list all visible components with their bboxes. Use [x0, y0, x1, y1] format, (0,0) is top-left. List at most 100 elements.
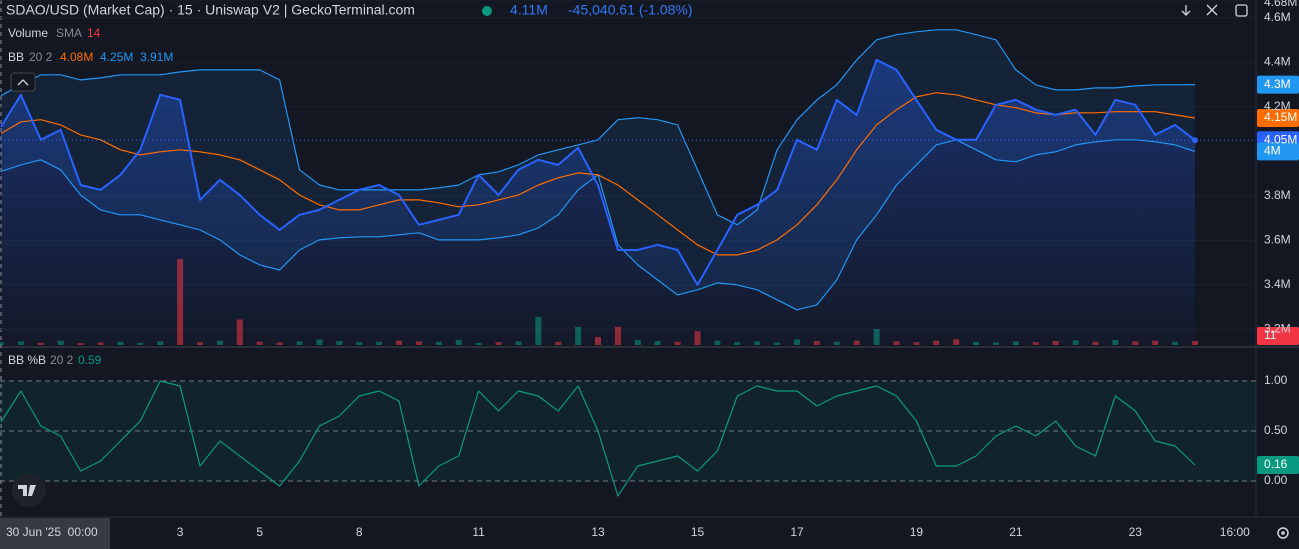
volume-bar — [1192, 340, 1198, 345]
volume-bar — [475, 342, 482, 345]
volume-bar — [117, 341, 124, 345]
button-frame[interactable] — [10, 72, 36, 92]
gear-center — [1281, 531, 1285, 535]
volume-bar — [535, 316, 542, 345]
volume-bar — [336, 340, 343, 345]
volume-bar — [1072, 340, 1079, 345]
volume-bar — [953, 339, 960, 345]
volume-bar — [455, 339, 462, 345]
series-line — [0, 380, 1196, 497]
y-tick-label: 0.50 — [1264, 423, 1288, 437]
y-tick-label: 3.2M — [1264, 322, 1291, 336]
volume-bar — [1012, 341, 1019, 345]
crosshair-time-label: 30 Jun '25 00:00 — [6, 525, 98, 539]
y-tick-label: 4.6M — [1264, 10, 1291, 24]
band-fill — [0, 381, 1256, 481]
volume-bar — [754, 341, 761, 345]
last-price-dot — [1192, 137, 1198, 144]
pane-buttons[interactable] — [1181, 4, 1248, 17]
x-tick-label: 5 — [256, 525, 263, 539]
gear-icon[interactable] — [1277, 527, 1289, 539]
volume-bar — [1032, 342, 1039, 345]
volume-bar — [0, 342, 4, 345]
tv-logo — [12, 473, 46, 507]
move-down-icon[interactable] — [1181, 5, 1191, 16]
volume-bar — [197, 342, 203, 345]
volume-ma: SMA — [56, 26, 82, 40]
volume-bar — [634, 339, 641, 345]
volume-bar — [236, 319, 243, 345]
crosshair-time: 30 Jun '25 00:00 — [0, 518, 110, 549]
last-value-box — [1257, 75, 1299, 94]
volume-bar — [495, 342, 502, 345]
header-price: 4.11M — [510, 2, 548, 18]
chevron-icon — [17, 79, 29, 86]
y-tick-label: 3.4M — [1264, 277, 1291, 291]
labels: SDAO/USD (Market Cap) · 15 · Uniswap V2 … — [6, 0, 1297, 539]
bb-params: 20 2 — [29, 50, 53, 64]
y-tick-label: 4.4M — [1264, 54, 1291, 68]
x-tick-label: 19 — [910, 525, 924, 539]
volume-bar — [356, 342, 363, 345]
volume-bar — [973, 341, 980, 345]
volume-bar — [893, 341, 900, 345]
volume-bar — [595, 336, 601, 345]
settings-button[interactable] — [1277, 527, 1289, 539]
volume-bar — [177, 259, 184, 345]
last-value-label: 4M — [1264, 144, 1281, 158]
volume-bar — [1112, 339, 1119, 345]
pctb-value: 0.59 — [78, 353, 102, 367]
volume-bar — [913, 342, 920, 345]
series-line — [0, 29, 1196, 226]
collapse-button[interactable] — [10, 72, 36, 92]
volume-bar — [873, 328, 880, 345]
logo-mark — [18, 485, 36, 496]
volume-bar — [435, 341, 442, 345]
series-line — [0, 58, 1196, 286]
volume-ma-length: 14 — [87, 26, 101, 40]
maximize-icon[interactable] — [1235, 4, 1248, 17]
y-tick-label: 4.2M — [1264, 99, 1291, 113]
x-tick-label: 15 — [691, 525, 705, 539]
pctb-params: 20 2 — [50, 353, 74, 367]
volume-bar — [734, 342, 741, 345]
x-tick-label: 8 — [356, 525, 363, 539]
volume-bar — [654, 340, 661, 345]
volume-bar — [137, 342, 144, 345]
status-dot — [482, 6, 492, 16]
volume-bar — [316, 339, 323, 345]
volume-bar — [276, 342, 283, 345]
bb-lower-value: 3.91M — [140, 50, 173, 64]
last-value-box — [1257, 142, 1299, 161]
volume-bar — [575, 326, 582, 345]
volume-bar — [813, 340, 820, 345]
indicator-pane — [0, 380, 1256, 497]
volume-bar — [216, 340, 223, 345]
volume-bar — [714, 340, 721, 345]
x-tick-label: 23 — [1129, 525, 1143, 539]
volume-bar — [97, 342, 104, 345]
y-tick-label: 3.6M — [1264, 233, 1291, 247]
pctb-legend: BB %B — [8, 353, 46, 367]
volume-bar — [993, 342, 999, 345]
volume-bar — [37, 342, 44, 345]
x-tick-label: 13 — [591, 525, 605, 539]
volume-bar — [376, 341, 383, 345]
x-tick-label: 16:00 — [1220, 525, 1250, 539]
volume-bar — [396, 340, 402, 345]
x-tick-label: 3 — [177, 525, 184, 539]
volume-bar — [17, 341, 24, 345]
volume-bar — [694, 331, 701, 345]
y-tick-label: 4.68M — [1264, 0, 1297, 9]
collapse-icon[interactable] — [1206, 4, 1218, 16]
last-value-box — [1257, 327, 1299, 345]
volume-bar — [1052, 340, 1059, 345]
volume-bar — [774, 342, 781, 345]
y-tick-label: 1.00 — [1264, 373, 1288, 387]
logo-circle — [12, 473, 46, 507]
crosshair-time-box — [0, 518, 110, 549]
volume-bar — [57, 340, 64, 345]
volume-bar — [256, 341, 263, 345]
volume-bar — [794, 339, 800, 345]
